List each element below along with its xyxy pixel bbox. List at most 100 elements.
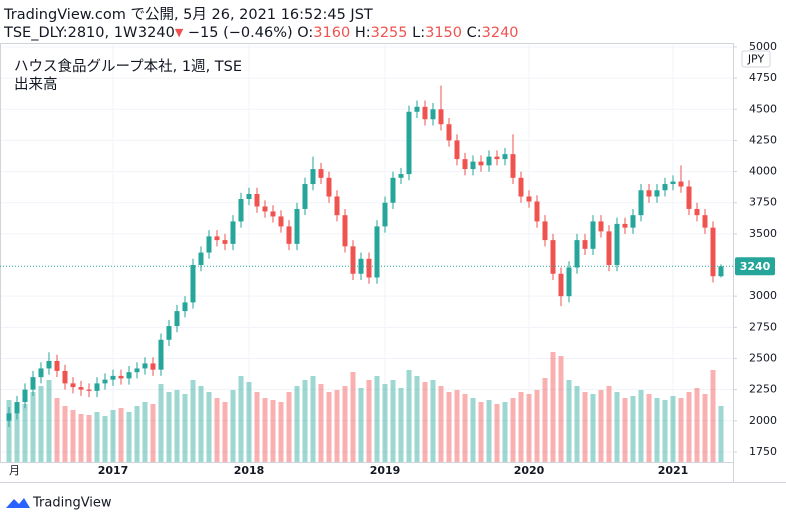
volume-bar [126, 412, 132, 462]
volume-bar [478, 402, 484, 462]
candle-body [550, 240, 556, 274]
last-price-box [735, 257, 775, 276]
ohlc-line: TSE_DLY:2810, 1W 3240▼ −15 (−0.46%) O:31… [3, 25, 519, 41]
candle-body [38, 368, 44, 378]
candle-body [542, 221, 548, 241]
open-value: 3160 [313, 25, 350, 41]
candle-body [574, 240, 580, 268]
volume-bar [310, 376, 316, 462]
candle-body [142, 363, 148, 369]
volume-bar [590, 394, 596, 462]
volume-bar [222, 402, 228, 462]
candle-body [278, 216, 284, 227]
candle-body [614, 223, 620, 266]
y-tick-label: 3000 [749, 289, 777, 302]
change: −15 (−0.46%) [188, 25, 293, 41]
candle-body [222, 240, 228, 244]
axes: 1750 2000 2250 2500 2750 3000 3500 3750 4000 4250… [0, 40, 777, 477]
candle-body [214, 236, 220, 241]
candle-body [422, 106, 428, 120]
candle-body [150, 363, 156, 370]
volume-bar [286, 392, 292, 462]
volume-bar [374, 376, 380, 462]
candle-body [494, 156, 500, 160]
volume-bar [30, 392, 36, 462]
volume-bar [470, 398, 476, 462]
candle-body [118, 375, 124, 379]
volume-bar [558, 356, 564, 462]
volume-bar [582, 392, 588, 462]
candle-body [654, 190, 660, 197]
volume-bar [262, 398, 268, 462]
volume-bar [86, 415, 92, 462]
y-tick-label: 4000 [749, 165, 777, 178]
y-tick-label: 3750 [749, 196, 777, 209]
volume-bar [502, 402, 508, 462]
candle-body [62, 370, 68, 384]
x-tick-label: 2017 [98, 464, 129, 477]
candle-body [582, 240, 588, 249]
candle-body [134, 368, 140, 373]
volume-bar [646, 394, 652, 462]
candle-body [294, 208, 300, 244]
candle-body [14, 402, 20, 414]
volume-bar [182, 394, 188, 462]
volume-bar [566, 380, 572, 462]
candle-body [646, 190, 652, 197]
x-tick-label: 2019 [370, 464, 401, 477]
volume-bar [574, 386, 580, 462]
open-label: O: [297, 25, 313, 41]
volume-bar [622, 398, 628, 462]
candle-body [510, 154, 516, 178]
candle-body [694, 208, 700, 216]
y-tick-label: 1750 [749, 445, 777, 458]
candle-body [286, 226, 292, 244]
candle-layer [6, 85, 724, 427]
candle-body [54, 360, 60, 371]
published-line: TradingView.com で公開, 5月 26, 2021 16:52:4… [3, 6, 373, 23]
volume-bar [510, 398, 516, 462]
volume-bar [62, 406, 68, 462]
candle-body [206, 236, 212, 253]
volume-bar [190, 380, 196, 462]
change-arrow: ▼ [175, 26, 184, 39]
volume-bar [654, 398, 660, 462]
volume-bar [670, 396, 676, 462]
candle-body [502, 154, 508, 160]
volume-bar [254, 392, 260, 462]
volume-bar [326, 392, 332, 462]
candle-body [718, 266, 724, 277]
volume-bar [438, 386, 444, 462]
volume-bar [14, 408, 20, 462]
candle-body [302, 184, 308, 209]
volume-bar [614, 392, 620, 462]
low-value: 3150 [425, 25, 462, 41]
candle-body [254, 194, 260, 207]
y-tick-label: 2000 [749, 414, 777, 427]
volume-bar [54, 398, 60, 462]
y-tick-label: 5000 [749, 40, 777, 53]
close-value: 3240 [482, 25, 519, 41]
chart-title: ハウス食品グループ本社, 1週, TSE [14, 58, 242, 75]
volume-bar [422, 382, 428, 462]
candle-body [30, 377, 36, 390]
volume-bar [686, 392, 692, 462]
volume-bar [214, 398, 220, 462]
volume-bar [270, 400, 276, 462]
y-tick-label: 4250 [749, 133, 777, 146]
volume-bar [454, 390, 460, 462]
volume-bar [630, 396, 636, 462]
volume-bar [134, 406, 140, 462]
last-price-label: 3240 [740, 260, 771, 273]
candle-body [166, 326, 172, 340]
candle-body [350, 246, 356, 274]
candle-body [534, 201, 540, 222]
volume-bar [638, 390, 644, 462]
candle-body [526, 196, 532, 202]
candle-body [454, 140, 460, 160]
candle-body [382, 202, 388, 227]
volume-bar [598, 390, 604, 462]
brand-logo[interactable]: TradingView [6, 496, 112, 511]
